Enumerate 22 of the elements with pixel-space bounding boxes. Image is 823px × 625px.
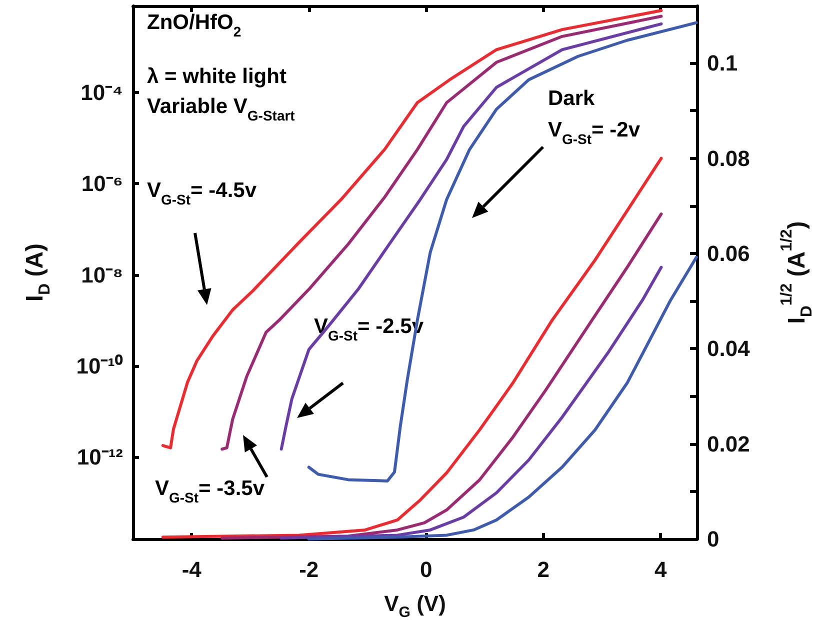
y-tick-label: 10⁻⁴ xyxy=(80,80,123,105)
y-tick-label: 10⁻¹⁰ xyxy=(76,353,123,378)
annotation: λ = white light xyxy=(147,65,286,88)
x-tick-label: -2 xyxy=(299,557,319,582)
y2-tick-label: 0 xyxy=(707,526,720,552)
line-series xyxy=(307,21,698,482)
x-tick-label: 2 xyxy=(537,557,550,582)
x-tick-label: 4 xyxy=(654,557,668,582)
y2-axis-title: ID1/2 (A1/2) xyxy=(778,221,816,324)
line-series xyxy=(307,256,698,540)
y2-tick-label: 0.04 xyxy=(707,336,751,362)
x-tick-label: -4 xyxy=(182,557,202,582)
line-series xyxy=(280,266,663,540)
y2-tick-label: 0.02 xyxy=(707,431,750,456)
y-axis-title: ID (A) xyxy=(22,243,54,302)
y2-tick-label: 0.08 xyxy=(707,146,750,171)
y-tick-label: 10⁻⁸ xyxy=(81,262,123,288)
y2-tick-label: 0.06 xyxy=(707,240,750,266)
y-tick-label: 10⁻⁶ xyxy=(81,171,123,196)
y-tick-label: 10⁻¹² xyxy=(76,444,123,470)
x-tick-label: 0 xyxy=(420,557,432,582)
y2-tick-label: 0.1 xyxy=(707,50,738,76)
